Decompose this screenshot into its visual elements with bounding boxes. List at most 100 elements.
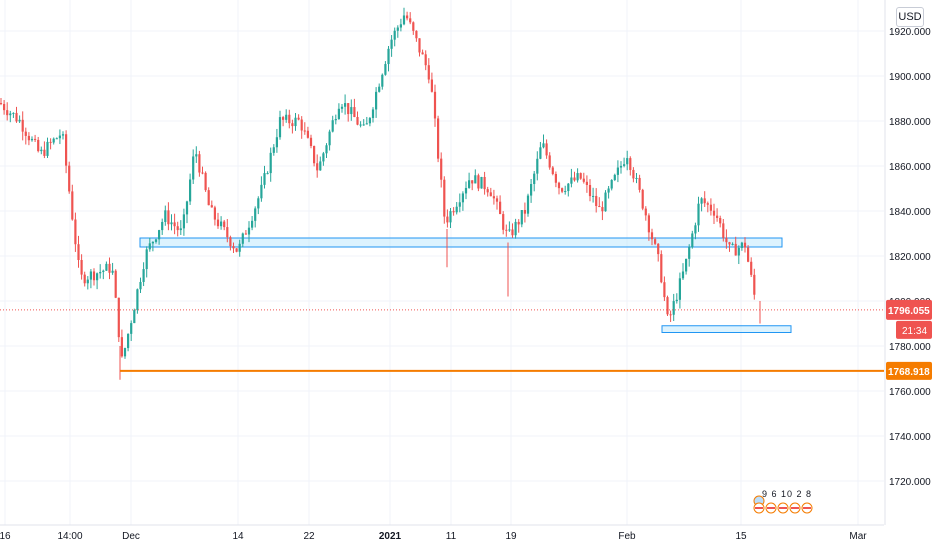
candle: [254, 206, 257, 228]
time-tick-label: 19: [505, 531, 517, 542]
candle: [24, 127, 27, 145]
overlays: [0, 309, 884, 372]
candle: [99, 264, 102, 279]
candle: [362, 119, 365, 126]
time-tick-label: 11: [446, 531, 457, 542]
candle: [275, 128, 278, 153]
candle: [77, 235, 80, 268]
candle: [629, 156, 632, 176]
candle: [613, 173, 616, 182]
candle: [514, 218, 517, 239]
candle: [703, 191, 706, 207]
candle: [263, 165, 266, 189]
candle: [737, 245, 740, 265]
candle: [489, 187, 492, 197]
candle: [660, 250, 663, 284]
candle: [390, 35, 393, 57]
candle: [607, 185, 610, 199]
time-axis[interactable]: 16 14:00 Dec 14 22 2021 11 19 Feb 15 Mar: [0, 524, 884, 542]
candle: [49, 138, 52, 150]
candle: [142, 262, 145, 287]
candle: [440, 152, 443, 188]
candle: [136, 288, 139, 314]
candle: [34, 134, 37, 143]
candle: [709, 198, 712, 216]
candle: [399, 18, 402, 32]
candle: [130, 320, 133, 341]
candle: [340, 104, 344, 113]
candle: [623, 157, 626, 168]
candle: [114, 269, 117, 299]
candle: [201, 166, 204, 175]
currency-button[interactable]: USD: [896, 7, 924, 27]
candle: [412, 21, 415, 35]
candle: [644, 206, 647, 221]
support-price-badge: 1768.918: [886, 361, 932, 380]
candle: [657, 243, 660, 262]
candle: [176, 221, 179, 237]
candle: [610, 179, 613, 191]
candle: [347, 103, 350, 122]
candle: [241, 232, 244, 248]
events-strip[interactable]: 9 6 10 2 8: [750, 488, 814, 518]
price-tick-label: 1880.000: [889, 117, 931, 128]
candle: [27, 132, 30, 146]
candle: [536, 151, 539, 181]
support-resistance-zone[interactable]: [139, 237, 783, 248]
candle: [601, 201, 604, 221]
candle: [204, 171, 207, 192]
candle: [61, 131, 65, 140]
candle: [213, 205, 216, 226]
candle: [189, 173, 192, 205]
candle: [278, 110, 282, 140]
candle: [446, 209, 449, 228]
candle: [672, 293, 675, 321]
candle: [210, 200, 213, 208]
candle: [325, 143, 328, 159]
candle: [415, 30, 418, 42]
price-tick-label: 1900.000: [889, 72, 931, 83]
candle: [557, 181, 561, 195]
candle: [449, 208, 452, 229]
candle: [356, 111, 359, 126]
candle: [588, 179, 592, 202]
candle: [464, 181, 468, 200]
candle: [480, 176, 483, 189]
candle: [545, 139, 548, 159]
candle: [384, 61, 387, 76]
candle: [108, 257, 111, 280]
candle: [37, 136, 40, 153]
candle: [80, 254, 83, 280]
candle: [393, 27, 396, 47]
price-axis[interactable]: 1920.000 1900.000 1880.000 1860.000 1840.000…: [884, 0, 932, 525]
candle: [616, 160, 619, 183]
candle: [700, 197, 703, 212]
candle: [164, 205, 167, 226]
candle: [402, 7, 406, 26]
current-price-badge: 1796.055: [886, 299, 932, 320]
candle: [421, 49, 424, 55]
candle: [753, 268, 756, 300]
candle: [585, 175, 588, 193]
candle: [499, 195, 502, 215]
candle: [350, 99, 353, 121]
candle: [368, 116, 371, 127]
candle: [89, 269, 92, 289]
candle: [288, 109, 291, 129]
candle: [666, 295, 669, 316]
us-flag-icon: [753, 495, 813, 514]
time-tick-label: 16: [0, 531, 11, 542]
candle: [675, 293, 678, 304]
candle: [619, 161, 623, 174]
candle: [223, 219, 226, 231]
candle: [21, 111, 24, 141]
support-resistance-zone[interactable]: [661, 325, 792, 333]
candle: [30, 136, 34, 142]
candle: [688, 244, 691, 267]
candle: [170, 214, 173, 231]
candle: [18, 115, 21, 124]
candle: [511, 223, 514, 238]
candle: [678, 272, 681, 309]
